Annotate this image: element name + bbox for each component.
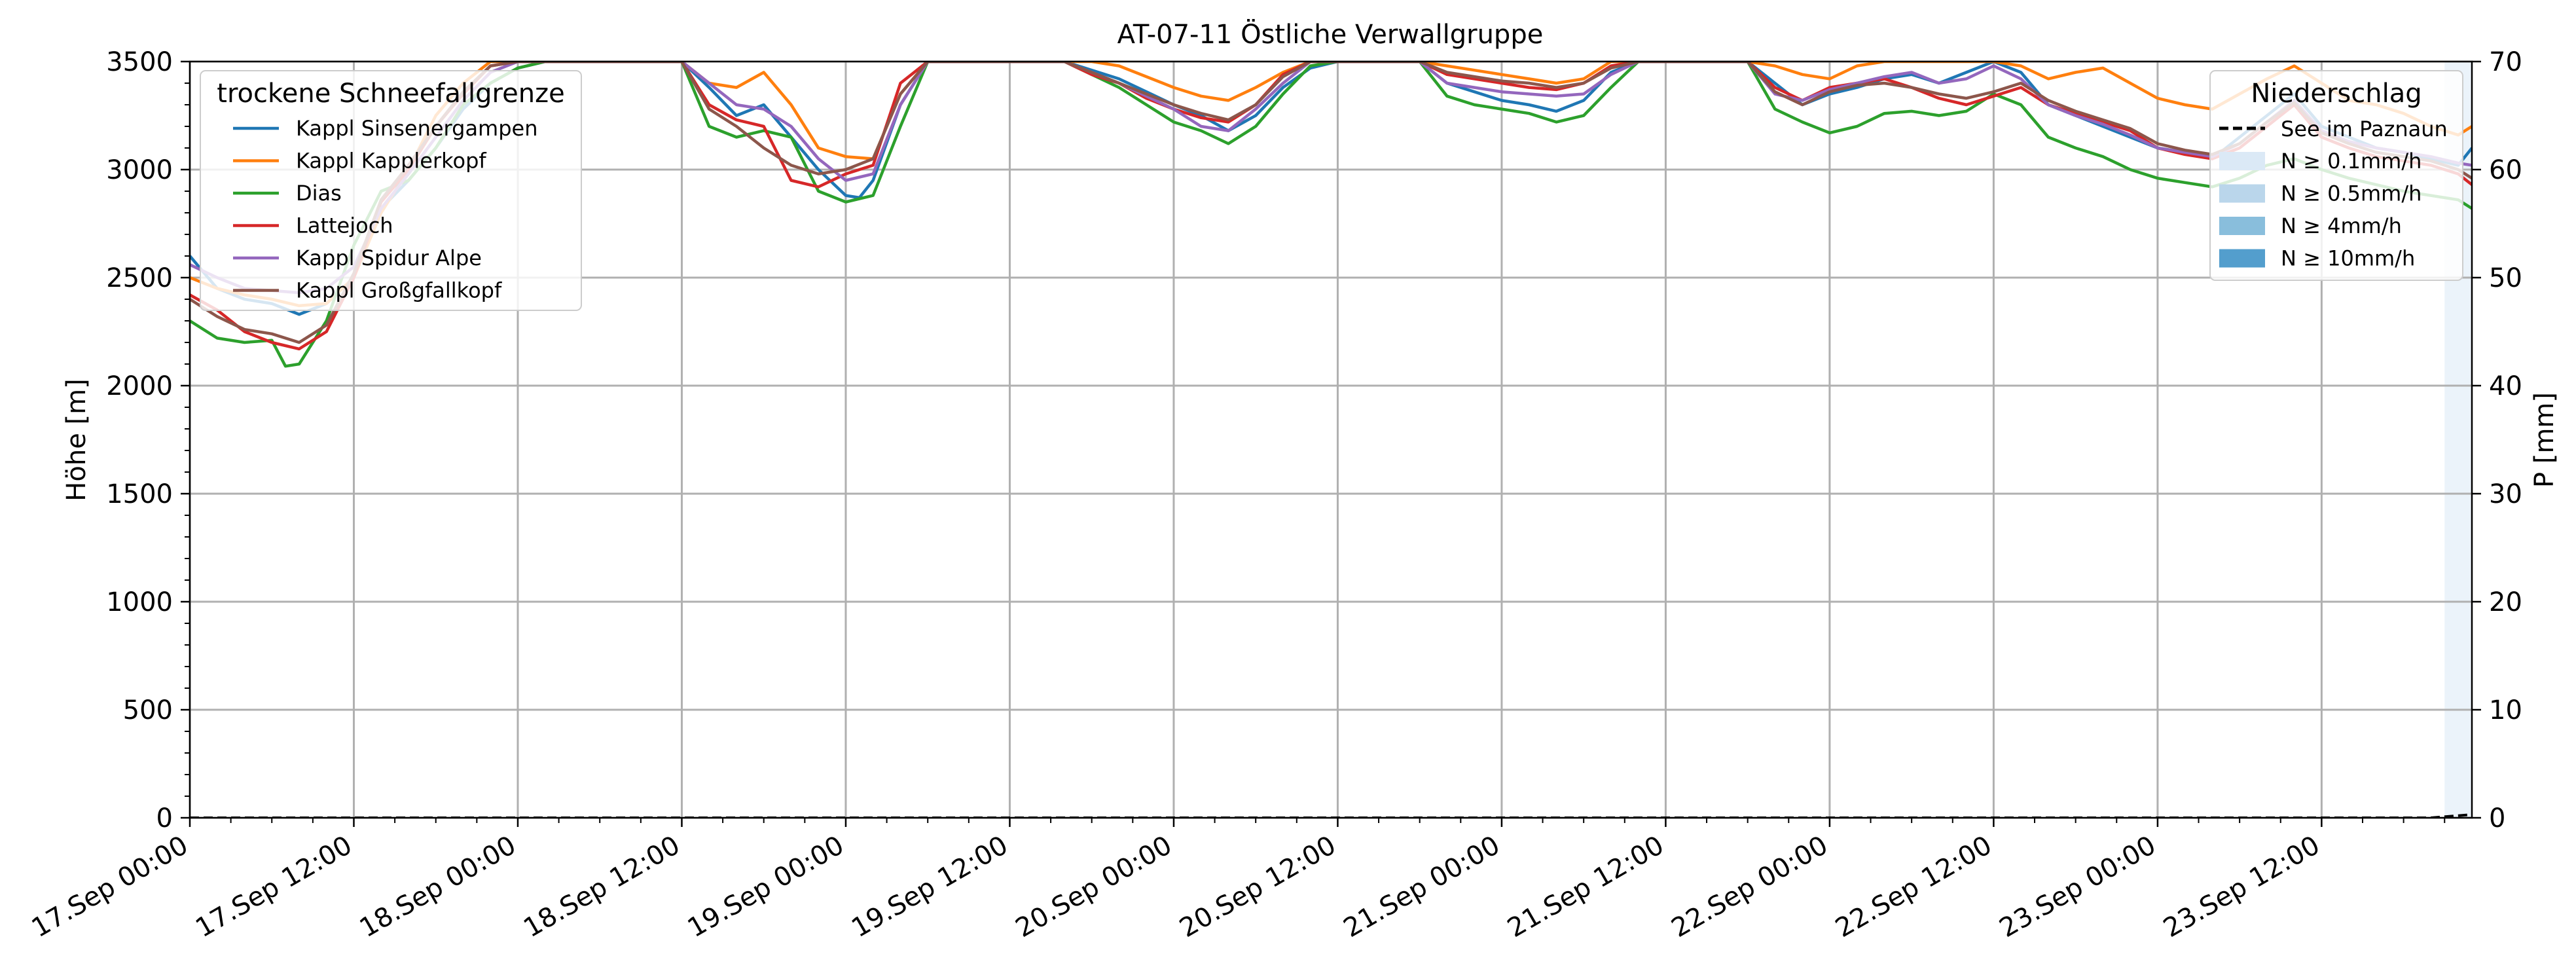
y-tick-label-2: 1000 <box>106 587 173 617</box>
y2-axis-title: P [mm] <box>2530 392 2560 488</box>
x-tick-label-1: 17.Sep 12:00 <box>190 830 357 944</box>
x-tick-label-13: 23.Sep 12:00 <box>2158 830 2325 944</box>
y2-tick-label-7: 70 <box>2489 47 2522 77</box>
series-line-4 <box>190 62 2472 295</box>
legend-precip-label-3: N ≥ 10mm/h <box>2281 246 2415 271</box>
legend-label-2: Dias <box>296 181 342 206</box>
legend-label-3: Lattejoch <box>296 213 393 238</box>
chart-title: AT-07-11 Östliche Verwallgruppe <box>1117 18 1544 50</box>
y2-tick-label-0: 0 <box>2489 803 2505 834</box>
series-line-5 <box>190 62 2472 344</box>
legend-precip-swatch-3 <box>2219 249 2265 268</box>
x-tick-label-5: 19.Sep 12:00 <box>846 830 1013 944</box>
x-tick-label-7: 20.Sep 12:00 <box>1174 830 1341 944</box>
y2-tick-label-6: 60 <box>2489 155 2522 185</box>
legend-precip: Niederschlag See im Paznaun N ≥ 0.1mm/h N… <box>2209 70 2463 281</box>
precipitation-line <box>190 813 2472 818</box>
y2-tick-label-4: 40 <box>2489 371 2522 401</box>
legend-precip-box <box>2209 70 2463 281</box>
legend-precip-label-0: N ≥ 0.1mm/h <box>2281 149 2422 174</box>
legend-label-4: Kappl Spidur Alpe <box>296 246 482 270</box>
x-tick-label-12: 23.Sep 00:00 <box>1995 830 2161 944</box>
legend-snowline: trockene Schneefallgrenze Kappl Sinsener… <box>200 70 582 311</box>
legend-precip-line-label: See im Paznaun <box>2281 117 2448 141</box>
x-tick-label-4: 19.Sep 00:00 <box>683 830 849 944</box>
y2-tick-label-2: 20 <box>2489 587 2522 617</box>
x-tick-label-9: 21.Sep 12:00 <box>1502 830 1669 944</box>
legend-snowline-box <box>200 70 582 311</box>
legend-precip-title: Niederschlag <box>2251 79 2422 109</box>
y-tick-label-1: 500 <box>123 695 173 725</box>
y-axis-title: Höhe [m] <box>62 378 92 501</box>
y-tick-label-5: 2500 <box>106 263 173 293</box>
x-tick-label-8: 21.Sep 00:00 <box>1339 830 1505 944</box>
x-tick-label-10: 22.Sep 00:00 <box>1667 830 1833 944</box>
y-tick-label-4: 2000 <box>106 371 173 401</box>
x-tick-label-2: 18.Sep 00:00 <box>355 830 521 944</box>
y2-tick-label-5: 50 <box>2489 263 2522 293</box>
x-tick-label-6: 20.Sep 00:00 <box>1011 830 1177 944</box>
x-tick-label-3: 18.Sep 12:00 <box>518 830 685 944</box>
legend-precip-swatch-0 <box>2219 152 2265 170</box>
legend-precip-swatch-1 <box>2219 184 2265 203</box>
legend-label-5: Kappl Großgfallkopf <box>296 278 502 303</box>
legend-precip-label-2: N ≥ 4mm/h <box>2281 213 2402 238</box>
legend-label-0: Kappl Sinsenergampen <box>296 116 538 141</box>
y-tick-label-3: 1500 <box>106 479 173 509</box>
legend-precip-label-1: N ≥ 0.5mm/h <box>2281 181 2422 206</box>
series-line-1 <box>190 62 2472 308</box>
plot-frame <box>189 60 2473 819</box>
legend-snowline-title: trockene Schneefallgrenze <box>217 79 564 109</box>
x-tick-label-11: 22.Sep 12:00 <box>1830 830 1997 944</box>
legend-precip-swatch-2 <box>2219 217 2265 235</box>
y2-tick-label-1: 10 <box>2489 695 2522 725</box>
x-tick-label-0: 17.Sep 00:00 <box>27 830 193 944</box>
legend-label-1: Kappl Kapplerkopf <box>296 149 486 174</box>
y2-tick-label-3: 30 <box>2489 479 2522 509</box>
y-tick-label-6: 3000 <box>106 155 173 185</box>
y-axis-right: 0 10 20 30 40 50 60 70 <box>2472 47 2522 834</box>
y-tick-label-7: 3500 <box>106 47 173 77</box>
y-axis-left: 0 500 1000 1500 2000 2500 3000 3500 <box>106 47 190 834</box>
precip-line <box>190 813 2472 818</box>
y-tick-label-0: 0 <box>156 803 173 834</box>
